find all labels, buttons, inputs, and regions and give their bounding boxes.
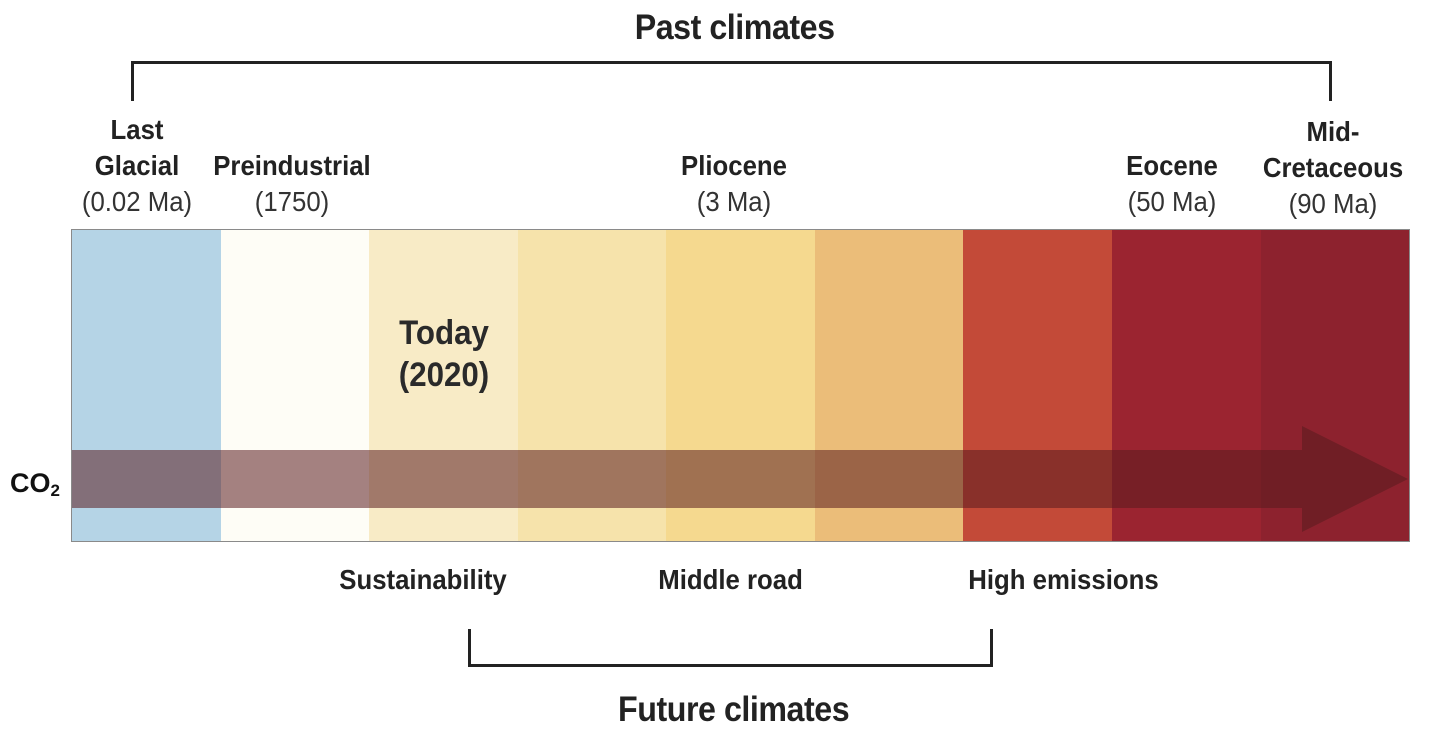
co2-text: CO	[10, 468, 51, 498]
period-name: Last	[110, 114, 164, 145]
today-year: (2020)	[398, 356, 490, 394]
period-name: Pliocene	[681, 150, 787, 181]
co2-subscript: 2	[50, 481, 60, 500]
period-eocene: Eocene (50 Ma)	[1108, 148, 1237, 220]
period-mid-cretaceous: Mid- Cretaceous (90 Ma)	[1258, 114, 1407, 222]
period-date: (90 Ma)	[1288, 188, 1378, 219]
co2-label: CO2	[10, 468, 60, 501]
period-date: (3 Ma)	[696, 186, 772, 217]
period-date: (0.02 Ma)	[81, 186, 193, 217]
period-name-line2: Glacial	[94, 150, 180, 181]
period-last-glacial: Last Glacial (0.02 Ma)	[68, 112, 206, 220]
today-title: Today	[399, 314, 489, 352]
period-name: Mid-	[1306, 116, 1360, 147]
period-name-line2: Cretaceous	[1262, 152, 1404, 183]
future-climates-title: Future climates	[618, 690, 850, 729]
co2-arrow-shape	[72, 426, 1408, 532]
period-date: (50 Ma)	[1127, 186, 1217, 217]
today-label: Today (2020)	[376, 312, 512, 396]
period-pliocene: Pliocene (3 Ma)	[660, 148, 807, 220]
scenario-middle-road: Middle road	[658, 564, 803, 595]
future-climates-bracket	[468, 629, 993, 667]
past-climates-bracket	[131, 61, 1332, 101]
past-climates-title: Past climates	[634, 8, 835, 47]
period-name: Preindustrial	[213, 150, 371, 181]
period-date: (1750)	[254, 186, 330, 217]
period-preindustrial: Preindustrial (1750)	[205, 148, 380, 220]
period-name: Eocene	[1126, 150, 1218, 181]
scenario-sustainability: Sustainability	[339, 564, 507, 595]
scenario-high-emissions: High emissions	[968, 564, 1159, 595]
